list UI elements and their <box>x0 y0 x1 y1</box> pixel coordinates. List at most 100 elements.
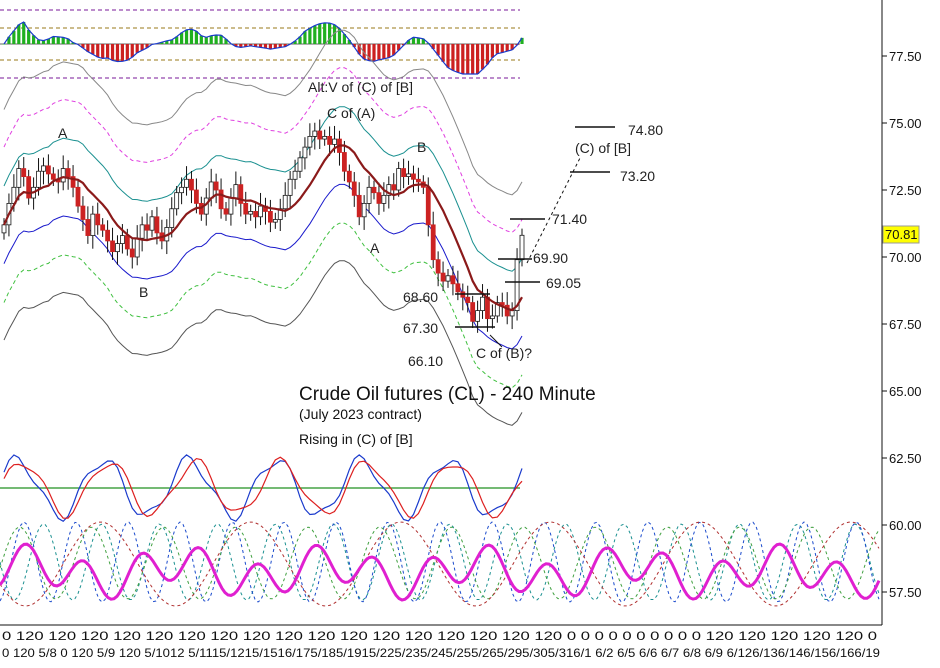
histogram-bar-up <box>209 35 213 44</box>
histogram-bar-up <box>51 36 55 44</box>
candle-down <box>70 176 76 188</box>
oscillator-panel <box>0 454 523 523</box>
histogram-bar-up <box>165 40 169 44</box>
histogram-bar-down <box>120 44 124 62</box>
candle-up <box>480 296 485 312</box>
y-tick-label: 60.00 <box>889 518 922 533</box>
candle-up <box>519 234 525 261</box>
chart-subtitle: (July 2023 contract) <box>299 406 422 422</box>
histogram-bar-down <box>372 44 376 62</box>
oscillator-blue <box>3 454 523 523</box>
histogram-bar-up <box>323 22 327 44</box>
histogram-bar-up <box>303 31 307 44</box>
histogram-bar-down <box>392 44 396 56</box>
upper-band <box>3 106 523 272</box>
histogram-bar-up <box>71 42 75 44</box>
histogram-bar-down <box>490 44 494 58</box>
candle-down <box>154 216 160 234</box>
y-tick-label: 75.00 <box>889 116 922 131</box>
y-tick-label: 70.00 <box>889 250 922 265</box>
histogram-bar-down <box>362 44 366 60</box>
candle-down <box>415 178 421 183</box>
histogram-bar-up <box>421 38 425 44</box>
candle-down <box>465 296 471 303</box>
histogram-bar-up <box>411 37 416 44</box>
candle-down <box>341 152 347 172</box>
level-label-67.30: 67.30 <box>403 320 438 336</box>
histogram-bar-up <box>347 40 351 44</box>
candle-up <box>169 208 175 228</box>
histogram-bar-up <box>66 38 70 44</box>
candle-down <box>351 181 357 196</box>
candle-down <box>85 219 91 236</box>
candle-up <box>312 130 318 137</box>
annotation-c-of-a: C of (A) <box>327 105 375 121</box>
candle-down <box>75 186 81 207</box>
candle-up <box>475 310 481 322</box>
x-axis-date-labels: 0 120 5/8 0 120 5/9 120 5/1012 5/1115/12… <box>2 646 880 660</box>
histogram-bar-down <box>81 44 85 48</box>
histogram-bar-up <box>160 42 164 44</box>
histogram-bar-down <box>436 44 440 56</box>
candle-up <box>139 224 145 239</box>
annotation-b-right: B <box>417 139 426 155</box>
histogram-bar-down <box>234 44 238 47</box>
histogram-bar-down <box>268 44 272 50</box>
histogram-bar-up <box>32 35 36 44</box>
histogram-bar-up <box>27 29 31 44</box>
candle-up <box>272 219 278 223</box>
histogram-bar-down <box>249 44 253 46</box>
histogram-bar-down <box>258 44 263 48</box>
level-label-c-of-b: (C) of [B] <box>575 140 631 156</box>
level-label-69.90: 69.90 <box>533 250 568 266</box>
histogram-bar-up <box>313 25 317 44</box>
histogram-bar-up <box>416 37 420 44</box>
candle-up <box>258 205 263 218</box>
histogram-bar-down <box>510 44 514 50</box>
candle-down <box>376 192 382 204</box>
histogram-bar-up <box>328 23 332 44</box>
candle-up <box>228 197 234 215</box>
histogram-bar-down <box>125 44 129 61</box>
candle-up <box>115 243 120 253</box>
annotation-a-left: A <box>58 125 68 141</box>
candle-down <box>371 186 377 194</box>
histogram-bar-down <box>352 44 356 48</box>
candle-up <box>396 168 402 191</box>
histogram-bar-down <box>130 44 134 58</box>
cycle-dashed-blue <box>0 521 880 603</box>
histogram-bar-down <box>377 44 381 60</box>
histogram-bar-up <box>308 28 312 44</box>
histogram-signal-line <box>3 21 523 75</box>
candle-down <box>80 205 86 220</box>
candle-up <box>41 165 46 172</box>
candle-down <box>356 194 362 218</box>
histogram-bar-down <box>110 44 115 61</box>
histogram-bar-up <box>342 34 346 44</box>
histogram-bar-down <box>387 44 391 58</box>
candle-down <box>504 304 510 317</box>
candle-down <box>243 202 249 215</box>
histogram-bar-down <box>115 44 120 62</box>
candle-down <box>346 170 352 183</box>
histogram-bar-up <box>298 36 302 44</box>
candle-down <box>124 235 130 250</box>
histogram-bar-down <box>101 44 105 59</box>
level-label-66.10: 66.10 <box>408 353 443 369</box>
candle-up <box>208 181 214 199</box>
candle-down <box>317 130 323 140</box>
level-label-71.40: 71.40 <box>552 211 587 227</box>
candle-down <box>238 184 244 204</box>
candle-up <box>60 168 66 183</box>
annotation-a-mid: A <box>370 240 380 256</box>
candle-up <box>292 170 298 180</box>
histogram-bar-down <box>96 44 100 58</box>
histogram-bar-up <box>175 36 179 44</box>
histogram-bar-down <box>140 44 144 51</box>
histogram-bar-up <box>332 24 337 44</box>
projection-line <box>526 157 581 264</box>
candle-up <box>302 146 308 159</box>
histogram-bar-up <box>2 44 6 45</box>
candle-down <box>435 259 441 274</box>
candle-down <box>65 168 71 177</box>
